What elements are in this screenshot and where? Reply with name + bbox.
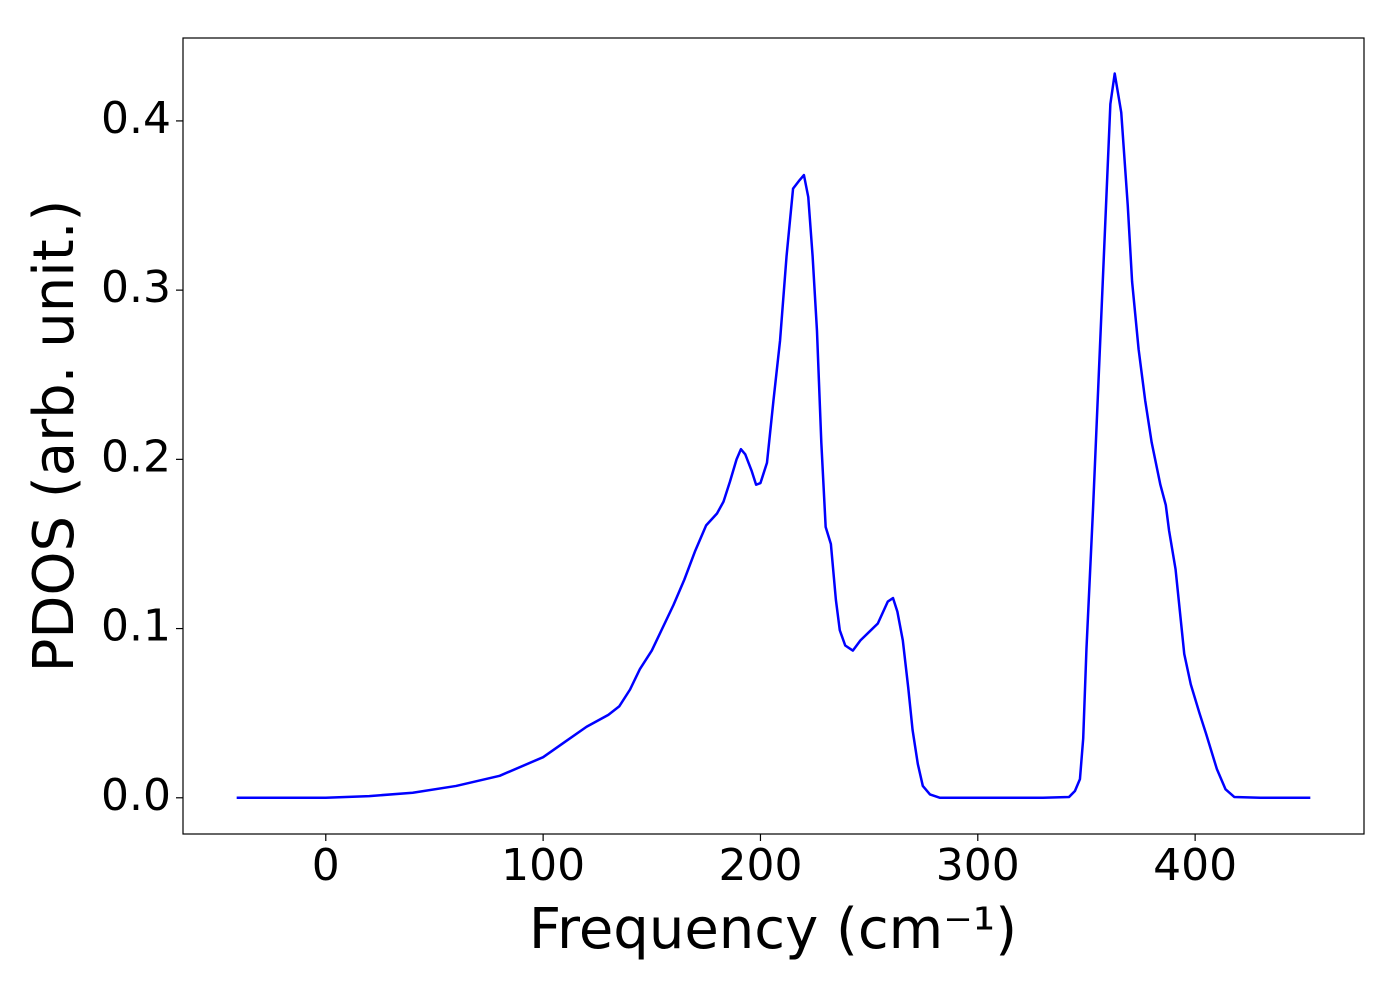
y-tick-label: 0.1 xyxy=(101,601,171,652)
x-tick-label: 200 xyxy=(718,840,802,891)
x-tick-label: 300 xyxy=(936,840,1020,891)
y-tick-label: 0.4 xyxy=(101,93,171,144)
x-tick-label: 0 xyxy=(312,840,340,891)
x-axis-label: Frequency (cm⁻¹) xyxy=(529,897,1017,962)
y-tick-label: 0.3 xyxy=(101,262,171,313)
x-tick-label: 100 xyxy=(501,840,585,891)
y-tick-label: 0.2 xyxy=(101,431,171,482)
plot-frame xyxy=(182,37,1365,835)
x-tick-label: 400 xyxy=(1153,840,1237,891)
y-tick-label: 0.0 xyxy=(101,770,171,821)
y-axis-label: PDOS (arb. unit.) xyxy=(22,200,87,673)
data-line xyxy=(236,72,1311,800)
